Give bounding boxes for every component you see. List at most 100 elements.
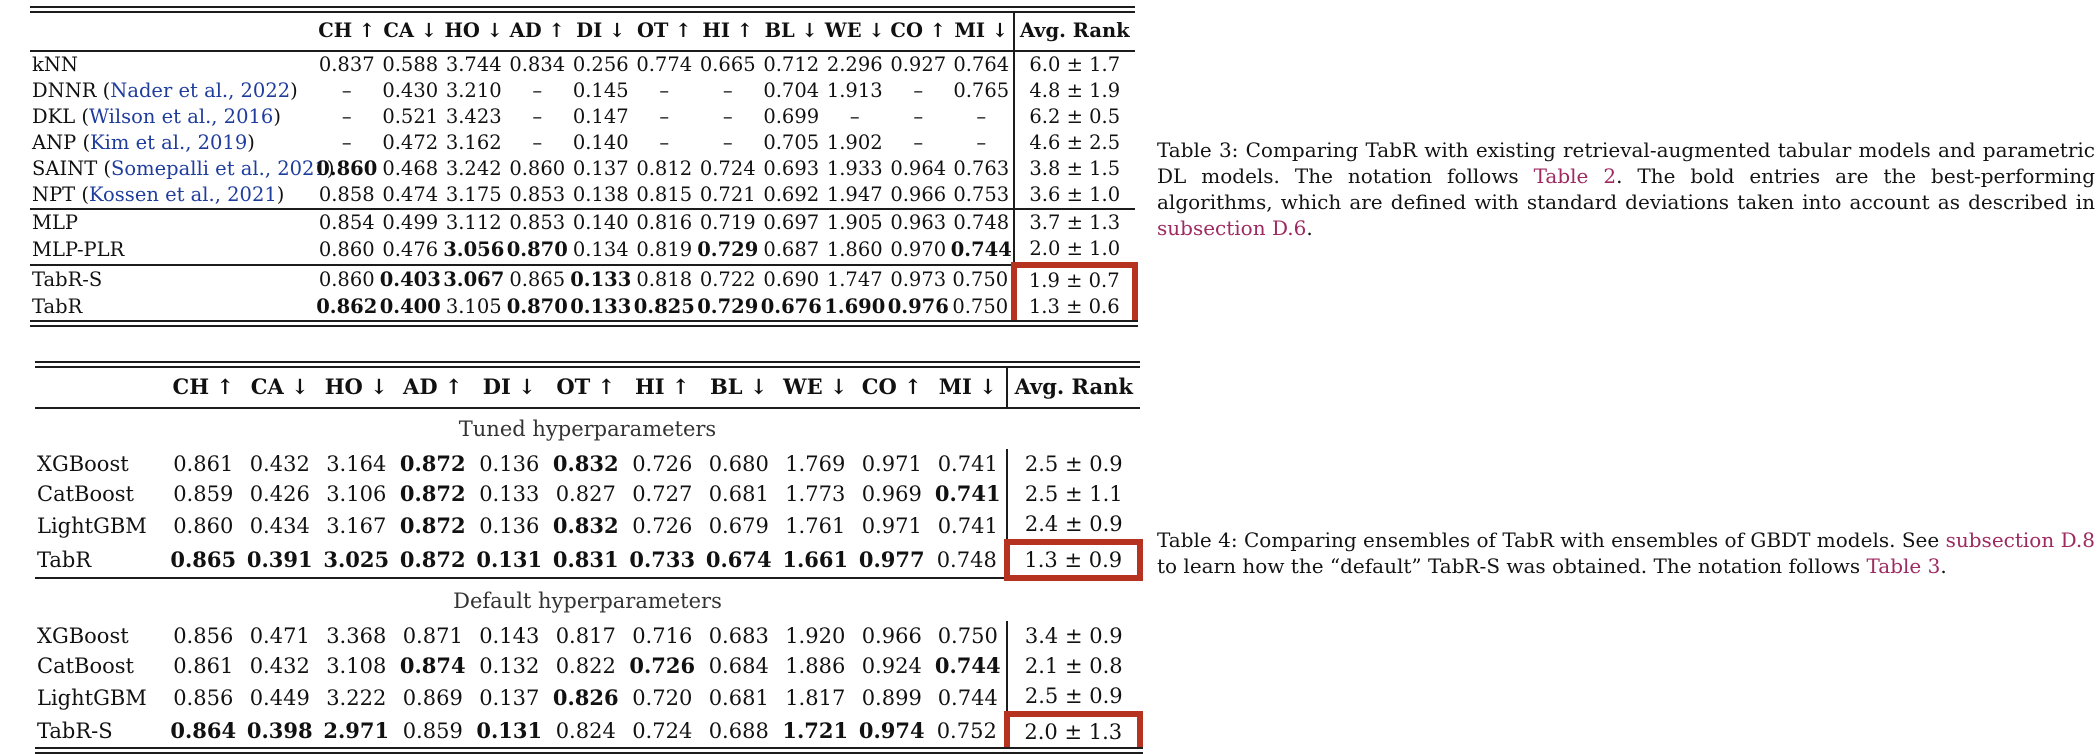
section-title-row: Default hyperparameters — [35, 578, 1140, 621]
model-name-cell: XGBoost — [37, 624, 129, 648]
metric-value-cell: 0.976 — [887, 295, 949, 318]
metric-value-cell: 3.112 — [445, 211, 502, 234]
avg-rank-cell-highlighted: 1.3 ± 0.6 — [1010, 294, 1138, 327]
table-row: CatBoost 0.861 0.432 3.108 0.874 0.132 0.822 0.… — [35, 651, 1140, 681]
column-header: AD ↑ — [509, 19, 565, 42]
metric-value-cell: 0.391 — [246, 546, 313, 572]
metric-value-cell: 0.816 — [636, 211, 693, 234]
table-row: DKL (Wilson et al., 2016) – 0.521 3.423 – 0.1… — [30, 104, 1135, 130]
cross-reference-link[interactable]: subsection D.6 — [1157, 216, 1307, 240]
metric-value-cell: 0.741 — [934, 481, 1001, 506]
metric-value-cell: 0.750 — [952, 295, 1009, 318]
caption-text: Table 4: Comparing ensembles of TabR wit… — [1157, 528, 1946, 552]
metric-value-cell: 0.147 — [572, 105, 629, 128]
column-header: CA ↓ — [250, 374, 309, 399]
metric-value-cell: 0.859 — [173, 482, 234, 506]
metric-value-cell: 0.133 — [570, 295, 632, 318]
metric-value-cell: 0.138 — [572, 183, 629, 206]
metric-value-cell: 0.817 — [555, 624, 616, 648]
metric-value-cell: 0.681 — [708, 685, 769, 710]
metric-value-cell: 0.774 — [636, 53, 693, 76]
metric-value-cell: 0.140 — [572, 131, 629, 154]
cross-reference-link[interactable]: Table 2 — [1533, 164, 1617, 188]
metric-value-cell: 0.726 — [632, 452, 693, 476]
avg-rank-cell: 2.5 ± 0.9 — [1005, 449, 1140, 479]
metric-value-cell: 0.724 — [632, 718, 693, 743]
metric-value-cell: 0.870 — [506, 295, 568, 318]
metric-value-cell: 0.143 — [479, 624, 540, 648]
metric-value-cell: – — [532, 131, 543, 154]
citation-link[interactable]: Wilson et al., 2016 — [88, 105, 274, 128]
metric-value-cell: 0.899 — [861, 685, 922, 710]
metric-value-cell: 0.924 — [861, 654, 922, 678]
table-row: kNN 0.837 0.588 3.744 0.834 0.256 0.774 0.665 0.… — [30, 51, 1135, 78]
table-row: MLP-PLR 0.860 0.476 3.056 0.870 0.134 0.819 0.7… — [30, 236, 1135, 265]
model-name-cell: NPT (Kossen et al., 2021) — [32, 183, 285, 206]
metric-value-cell: 0.860 — [318, 238, 375, 261]
metric-value-cell: 0.744 — [950, 238, 1012, 261]
metric-value-cell: 0.963 — [890, 211, 947, 234]
metric-value-cell: 0.468 — [382, 157, 439, 180]
metric-value-cell: 0.705 — [763, 131, 820, 154]
metric-value-cell: 0.764 — [953, 53, 1010, 76]
metric-value-cell: – — [976, 105, 987, 128]
table-row: LightGBM 0.860 0.434 3.167 0.872 0.136 0.832 0.… — [35, 509, 1140, 542]
metric-value-cell: 3.222 — [326, 685, 387, 710]
row-group: Tuned hyperparameters XGBoost 0.861 0.432 3.… — [35, 408, 1143, 581]
metric-value-cell: 0.449 — [249, 685, 310, 710]
metric-value-cell: 0.865 — [509, 268, 566, 291]
table4-results-table: CH ↑ CA ↓ HO ↓ AD ↑ DI ↓ OT ↑ HI ↑ BL ↓ WE ↓ CO ↑… — [35, 361, 1143, 754]
model-name-cell: kNN — [32, 53, 78, 76]
cross-reference-link[interactable]: subsection D.8 — [1945, 528, 2095, 552]
metric-value-cell: – — [849, 105, 860, 128]
metric-value-cell: 0.861 — [173, 654, 234, 678]
metric-value-cell: 0.145 — [572, 79, 629, 102]
metric-value-cell: 1.690 — [824, 295, 886, 318]
model-name-cell: MLP — [32, 211, 79, 234]
citation-link[interactable]: Kossen et al., 2021 — [89, 183, 277, 206]
metric-value-cell: 0.137 — [572, 157, 629, 180]
metric-value-cell: 0.720 — [632, 685, 693, 710]
avg-rank-cell-highlighted: 1.3 ± 0.9 — [1003, 539, 1143, 581]
metric-value-cell: 0.136 — [479, 452, 540, 476]
metric-value-cell: 0.132 — [479, 654, 540, 678]
column-header: MI ↓ — [938, 374, 997, 399]
metric-value-cell: 0.744 — [937, 685, 998, 710]
metric-value-cell: 0.398 — [246, 717, 313, 743]
metric-value-cell: 0.870 — [506, 238, 568, 261]
row-group: Default hyperparameters XGBoost 0.856 0.471… — [35, 578, 1143, 754]
metric-value-cell: 3.162 — [445, 131, 502, 154]
metric-value-cell: 0.476 — [382, 238, 439, 261]
metric-value-cell: – — [341, 79, 352, 102]
metric-value-cell: 0.856 — [173, 685, 234, 710]
metric-value-cell: 1.860 — [826, 238, 883, 261]
citation-link[interactable]: Somepalli et al., 2021 — [111, 157, 327, 180]
column-header: HO ↓ — [444, 19, 504, 42]
metric-value-cell: 0.970 — [890, 238, 947, 261]
metric-value-cell: 3.167 — [326, 513, 387, 538]
metric-value-cell: 1.947 — [826, 183, 883, 206]
metric-value-cell: 1.886 — [785, 654, 846, 678]
table-row: ANP (Kim et al., 2019) – 0.472 3.162 – 0.140 –… — [30, 130, 1135, 156]
citation-link[interactable]: Kim et al., 2019 — [90, 131, 248, 154]
metric-value-cell: 0.822 — [555, 654, 616, 678]
cross-reference-link[interactable]: Table 3 — [1866, 554, 1941, 578]
caption-text: to learn how the “default” TabR-S was ob… — [1157, 554, 1867, 578]
model-name-cell: DNNR (Nader et al., 2022) — [32, 79, 298, 102]
metric-value-cell: 3.108 — [326, 654, 387, 678]
model-name-cell: SAINT (Somepalli et al., 2021) — [32, 157, 335, 180]
caption-text: . The bold entries are the best-performi… — [1157, 164, 2095, 214]
metric-value-cell: 0.966 — [861, 624, 922, 648]
metric-value-cell: 0.687 — [763, 238, 820, 261]
avg-rank-cell: 6.2 ± 0.5 — [1012, 104, 1135, 130]
metric-value-cell: 3.423 — [445, 105, 502, 128]
column-header: AD ↑ — [403, 374, 463, 399]
corner-cell — [35, 365, 165, 409]
metric-value-cell: – — [532, 79, 543, 102]
model-name-cell: TabR — [32, 295, 83, 318]
model-name-cell: DKL (Wilson et al., 2016) — [32, 105, 281, 128]
column-header: DI ↓ — [482, 374, 536, 399]
metric-value-cell: 0.403 — [379, 268, 441, 291]
metric-value-cell: 0.741 — [937, 452, 998, 476]
citation-link[interactable]: Nader et al., 2022 — [110, 79, 291, 102]
